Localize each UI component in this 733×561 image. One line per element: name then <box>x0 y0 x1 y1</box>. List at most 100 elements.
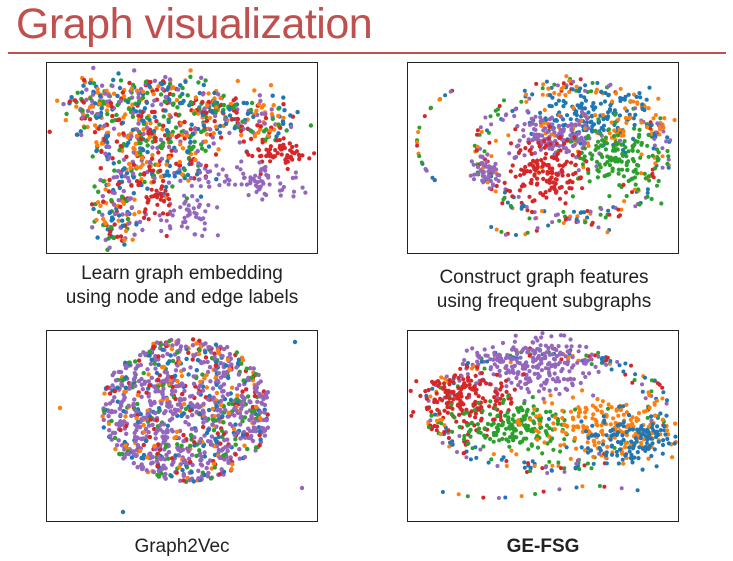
subgraphs-point <box>469 159 474 164</box>
ge-fsg-point <box>636 456 641 461</box>
ge-fsg-point <box>530 427 535 432</box>
embedding-point <box>186 178 191 183</box>
ge-fsg-point <box>465 364 470 369</box>
subgraphs-point <box>628 99 633 104</box>
embedding-point <box>269 111 275 117</box>
embedding-point <box>195 111 201 116</box>
ge-fsg-point <box>630 415 635 420</box>
ge-fsg-point <box>504 389 509 394</box>
embedding-point <box>252 88 257 93</box>
graph2vec-point <box>107 428 112 433</box>
embedding-point <box>276 122 281 127</box>
embedding-point <box>47 129 52 134</box>
subgraphs-point <box>639 142 644 147</box>
subgraphs-point <box>582 95 587 100</box>
embedding-point <box>212 119 217 124</box>
embedding-point <box>202 106 207 111</box>
subgraphs-point <box>437 97 442 102</box>
embedding-point <box>91 206 96 212</box>
embedding-point <box>196 80 201 85</box>
subgraphs-point <box>655 183 659 188</box>
graph2vec-point <box>220 414 225 419</box>
subgraphs-point <box>517 138 522 143</box>
graph2vec-point <box>117 451 122 457</box>
graph2vec-point <box>238 436 243 441</box>
embedding-point <box>178 101 183 106</box>
embedding-point <box>106 189 112 194</box>
graph2vec-point <box>122 455 127 460</box>
embedding-point <box>180 172 185 177</box>
embedding-point <box>278 147 283 152</box>
embedding-point <box>121 157 127 162</box>
subgraphs-point <box>672 117 677 123</box>
graph2vec-point <box>203 415 208 421</box>
subgraphs-point <box>512 155 517 161</box>
ge-fsg-point <box>535 346 540 352</box>
subgraphs-point <box>631 144 636 149</box>
graph2vec-point <box>220 394 226 399</box>
ge-fsg-point <box>560 429 565 434</box>
graph2vec-point <box>135 465 140 470</box>
ge-fsg-point <box>583 410 588 415</box>
subgraphs-point <box>559 114 564 119</box>
graph2vec-point <box>113 446 118 452</box>
graph2vec-point <box>198 462 204 467</box>
ge-fsg-point <box>504 464 509 468</box>
subgraphs-point <box>668 138 673 143</box>
embedding-point <box>106 182 111 187</box>
ge-fsg-point <box>480 408 485 413</box>
subgraphs-point <box>665 161 670 166</box>
graph2vec-point <box>133 408 139 414</box>
graph2vec-point <box>169 456 175 461</box>
embedding-point <box>144 100 150 105</box>
ge-fsg-point <box>451 380 456 385</box>
graph2vec-point <box>180 391 185 397</box>
graph2vec-point <box>144 390 149 395</box>
ge-fsg-point <box>665 428 670 433</box>
ge-fsg-point <box>536 389 542 394</box>
graph2vec-point <box>159 471 164 476</box>
embedding-point <box>134 152 140 157</box>
ge-fsg-point <box>600 356 605 360</box>
ge-fsg-point <box>510 437 515 442</box>
caption-subgraphs-line2: using frequent subgraphs <box>436 291 652 312</box>
ge-fsg-point <box>556 344 561 349</box>
subgraphs-point <box>613 140 618 145</box>
graph2vec-point <box>235 393 240 398</box>
ge-fsg-point <box>500 340 506 346</box>
graph2vec-point <box>115 385 120 390</box>
title-divider <box>8 52 726 54</box>
embedding-point <box>197 216 202 221</box>
embedding-point <box>281 115 286 121</box>
graph2vec-point <box>161 386 166 391</box>
graph2vec-point <box>199 360 204 366</box>
embedding-point <box>117 148 122 153</box>
graph2vec-point <box>203 341 208 346</box>
graph2vec-point <box>132 434 138 440</box>
embedding-point <box>173 125 179 130</box>
graph2vec-point <box>148 461 154 466</box>
ge-fsg-point <box>664 401 669 406</box>
embedding-point <box>122 237 127 243</box>
ge-fsg-point <box>458 391 463 396</box>
subgraphs-point <box>549 104 554 109</box>
embedding-point <box>258 124 263 129</box>
ge-fsg-point <box>511 370 516 375</box>
embedding-point <box>239 182 244 187</box>
ge-fsg-point <box>488 367 493 372</box>
graph2vec-point <box>164 377 169 382</box>
ge-fsg-point <box>660 417 665 422</box>
graph2vec-point <box>153 386 159 391</box>
ge-fsg-point <box>429 413 434 418</box>
graph2vec-point <box>138 353 143 358</box>
embedding-point <box>88 96 93 101</box>
subgraphs-point <box>544 143 549 148</box>
embedding-point <box>183 79 188 84</box>
graph2vec-point <box>137 448 143 454</box>
embedding-point <box>171 92 176 97</box>
embedding-point <box>244 150 249 155</box>
embedding-point <box>105 140 110 145</box>
embedding-point <box>159 228 164 234</box>
embedding-point <box>204 163 209 168</box>
subgraphs-point <box>471 177 477 182</box>
